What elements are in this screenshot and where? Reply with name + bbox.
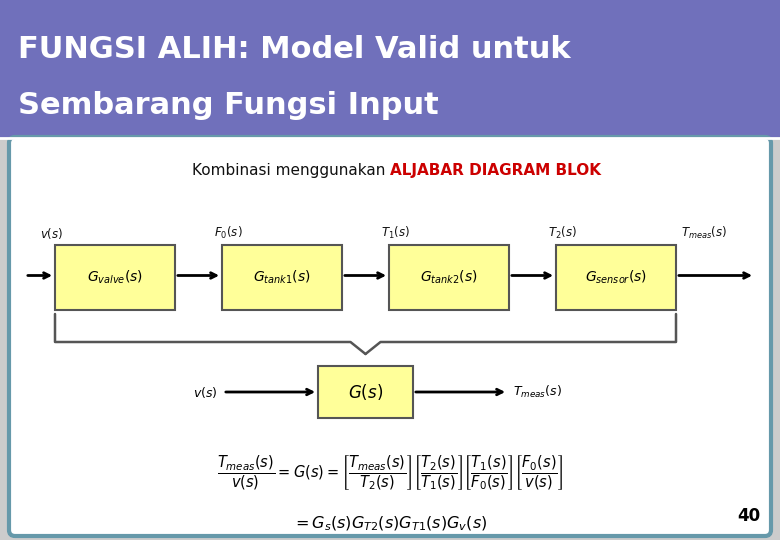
Bar — [318, 366, 413, 418]
Text: ALJABAR DIAGRAM BLOK: ALJABAR DIAGRAM BLOK — [390, 164, 601, 179]
Text: $G_{valve}(s)$: $G_{valve}(s)$ — [87, 269, 143, 286]
FancyBboxPatch shape — [9, 137, 771, 536]
Text: $T_1(s)$: $T_1(s)$ — [381, 225, 410, 241]
Text: $v(s)$: $v(s)$ — [40, 226, 63, 241]
Text: Kombinasi menggunakan: Kombinasi menggunakan — [192, 164, 390, 179]
Bar — [55, 245, 175, 310]
Text: $G(s)$: $G(s)$ — [348, 382, 383, 402]
Text: Sembarang Fungsi Input: Sembarang Fungsi Input — [18, 91, 438, 119]
Text: $G_{sensor}(s)$: $G_{sensor}(s)$ — [585, 269, 647, 286]
Text: $\dfrac{T_{meas}(s)}{v(s)} = G(s) = \left[\dfrac{T_{meas}(s)}{T_2(s)}\right]\lef: $\dfrac{T_{meas}(s)}{v(s)} = G(s) = \lef… — [217, 453, 563, 491]
Text: $= G_s(s)G_{T2}(s)G_{T1}(s)G_v(s)$: $= G_s(s)G_{T2}(s)G_{T1}(s)G_v(s)$ — [292, 515, 488, 534]
Bar — [0, 0, 780, 138]
Text: $v(s)$: $v(s)$ — [193, 384, 218, 400]
Text: $G_{tank2}(s)$: $G_{tank2}(s)$ — [420, 269, 478, 286]
Bar — [222, 245, 342, 310]
Text: 40: 40 — [737, 507, 760, 525]
Bar — [389, 245, 509, 310]
Text: $G_{tank1}(s)$: $G_{tank1}(s)$ — [254, 269, 311, 286]
Text: $F_0(s)$: $F_0(s)$ — [214, 225, 243, 241]
Text: $T_2(s)$: $T_2(s)$ — [548, 225, 577, 241]
Text: FUNGSI ALIH: Model Valid untuk: FUNGSI ALIH: Model Valid untuk — [18, 36, 571, 64]
Text: $T_{meas}(s)$: $T_{meas}(s)$ — [681, 225, 727, 241]
Bar — [556, 245, 676, 310]
Text: $T_{meas}(s)$: $T_{meas}(s)$ — [513, 384, 562, 400]
